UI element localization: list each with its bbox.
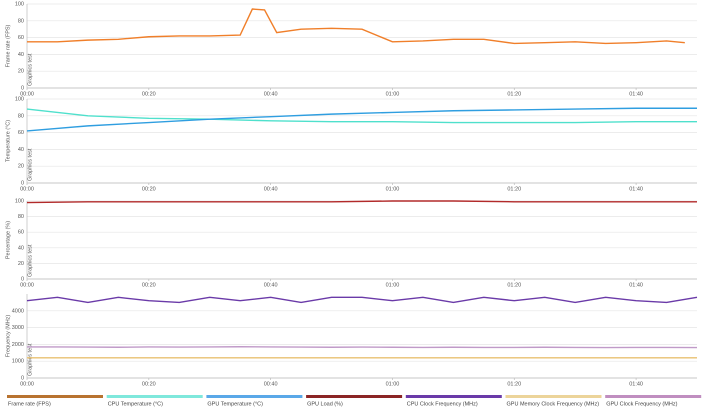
series-line <box>27 346 698 349</box>
y-tick-label: 1000 <box>12 359 24 365</box>
series-line <box>26 296 698 304</box>
annotation: Graphics test <box>27 244 33 277</box>
x-tick-label: 00:00 <box>20 91 34 97</box>
legend-swatch <box>605 395 702 398</box>
y-tick-label: 60 <box>18 130 24 136</box>
y-tick-label: 60 <box>18 35 24 41</box>
y-tick-label: 80 <box>18 113 24 119</box>
legend-label: GPU Temperature (°C) <box>207 401 263 407</box>
y-axis-title: Temperature (°C) <box>5 120 11 162</box>
legend-label: CPU Temperature (°C) <box>108 401 163 407</box>
legend-label: GPU Memory Clock Frequency (MHz) <box>507 401 600 407</box>
y-tick-label: 100 <box>15 198 24 204</box>
legend-label: CPU Clock Frequency (MHz) <box>407 401 478 407</box>
x-tick-label: 01:40 <box>629 91 643 97</box>
legend-label: Frame rate (FPS) <box>8 401 51 407</box>
x-tick-label: 00:20 <box>142 282 156 288</box>
series-line <box>26 107 697 132</box>
y-tick-label: 4000 <box>12 308 24 314</box>
y-tick-label: 2000 <box>12 342 24 348</box>
y-axis-title: Frame rate (FPS) <box>5 24 11 67</box>
legend-swatch <box>306 395 403 398</box>
x-tick-label: 01:20 <box>507 186 521 192</box>
x-tick-label: 00:40 <box>264 186 278 192</box>
y-tick-label: 20 <box>18 164 24 170</box>
series-line <box>27 8 685 45</box>
y-tick-label: 20 <box>18 69 24 75</box>
y-tick-label: 100 <box>15 1 24 7</box>
y-axis-title: Frequency (MHz) <box>5 315 11 358</box>
x-tick-label: 00:00 <box>20 381 34 387</box>
x-tick-label: 00:20 <box>142 91 156 97</box>
series-line <box>26 108 697 124</box>
x-tick-label: 01:20 <box>507 381 521 387</box>
y-tick-label: 40 <box>18 147 24 153</box>
x-tick-label: 01:00 <box>386 91 400 97</box>
x-tick-label: 01:00 <box>386 282 400 288</box>
annotation: Graphics test <box>27 343 33 376</box>
x-tick-label: 01:00 <box>386 186 400 192</box>
annotation: Graphics test <box>27 53 33 86</box>
annotation: Graphics test <box>27 148 33 181</box>
legend-swatch <box>106 395 203 398</box>
x-tick-label: 00:20 <box>142 186 156 192</box>
x-tick-label: 01:40 <box>629 186 643 192</box>
y-tick-label: 20 <box>18 261 24 267</box>
x-tick-label: 00:40 <box>264 282 278 288</box>
y-tick-label: 0 <box>21 180 24 186</box>
y-tick-label: 0 <box>21 276 24 282</box>
x-tick-label: 01:40 <box>629 381 643 387</box>
series-line <box>26 200 697 204</box>
legend-swatch <box>206 395 303 398</box>
x-tick-label: 01:40 <box>629 282 643 288</box>
x-tick-label: 00:00 <box>20 282 34 288</box>
x-tick-label: 01:20 <box>507 91 521 97</box>
y-tick-label: 80 <box>18 214 24 220</box>
x-tick-label: 00:40 <box>264 381 278 387</box>
x-tick-label: 01:00 <box>386 381 400 387</box>
x-tick-label: 01:20 <box>507 282 521 288</box>
y-tick-label: 80 <box>18 18 24 24</box>
y-axis-title: Percentage (%) <box>5 221 11 259</box>
x-tick-label: 00:20 <box>142 381 156 387</box>
y-tick-label: 100 <box>15 96 24 102</box>
y-tick-label: 0 <box>21 375 24 381</box>
legend-label: GPU Clock Frequency (MHz) <box>606 401 677 407</box>
y-tick-label: 0 <box>21 85 24 91</box>
y-tick-label: 40 <box>18 52 24 58</box>
legend-swatch <box>405 395 502 398</box>
y-tick-label: 3000 <box>12 325 24 331</box>
x-tick-label: 00:40 <box>264 91 278 97</box>
y-tick-label: 60 <box>18 230 24 236</box>
legend-swatch <box>7 395 103 398</box>
x-tick-label: 00:00 <box>20 186 34 192</box>
legend-swatch <box>505 395 602 398</box>
y-tick-label: 40 <box>18 245 24 251</box>
legend-label: GPU Load (%) <box>307 401 343 407</box>
